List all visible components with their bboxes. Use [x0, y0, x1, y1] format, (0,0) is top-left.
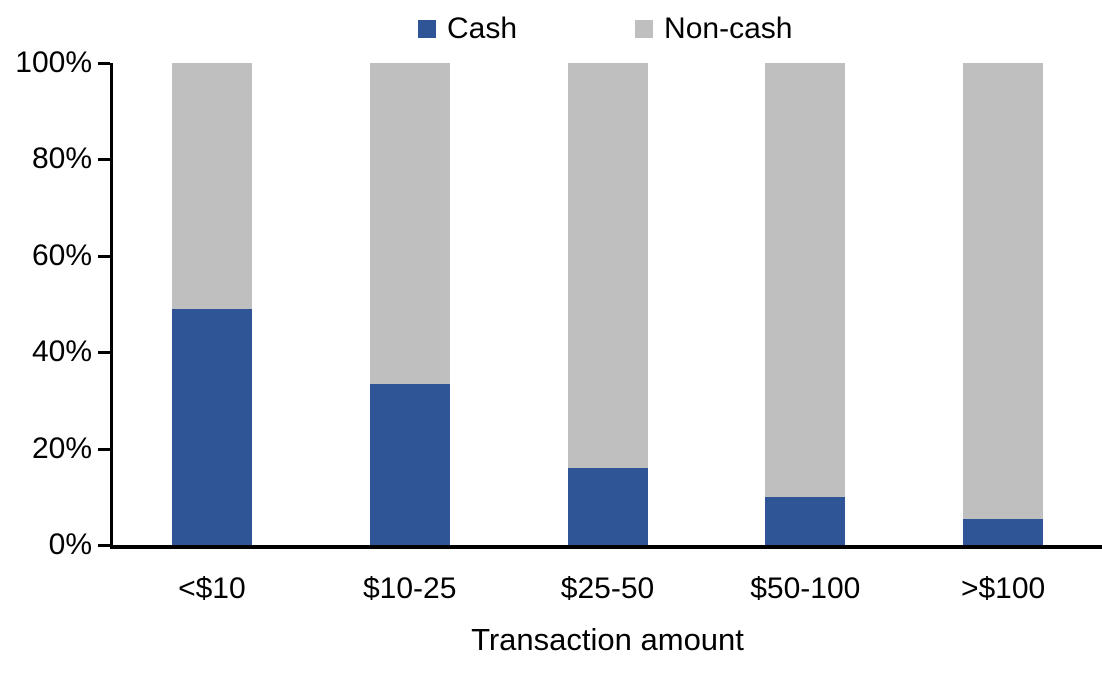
- cash-swatch-icon: [418, 20, 436, 38]
- y-axis-label: 60%: [31, 238, 92, 272]
- bar-segment-non-cash: [369, 63, 450, 384]
- x-axis-label: $25-50: [560, 572, 655, 605]
- bar-segment-non-cash: [567, 63, 648, 468]
- x-axis-label: $10-25: [362, 572, 457, 605]
- y-axis-label: 80%: [31, 142, 92, 176]
- y-axis-tick: [98, 158, 110, 162]
- legend-item-non-cash: Non-cash: [635, 12, 792, 46]
- bar-segment-cash: [369, 383, 450, 545]
- plot-area: [110, 63, 1102, 549]
- x-axis-label: >$100: [960, 572, 1046, 605]
- bar-group-100: [963, 63, 1044, 545]
- legend-item-cash: Cash: [418, 12, 517, 46]
- y-axis-label: 20%: [31, 431, 92, 465]
- y-axis-tick: [98, 62, 110, 65]
- bar-segment-cash: [567, 467, 648, 545]
- bar-segment-cash: [963, 518, 1044, 545]
- x-axis-label: $50-100: [750, 572, 861, 605]
- bar-group-10: [171, 63, 252, 545]
- legend-label-cash: Cash: [447, 12, 518, 45]
- y-axis-label: 100%: [15, 46, 92, 79]
- legend-label-non-cash: Non-cash: [664, 12, 793, 45]
- bar-group-10-25: [369, 63, 450, 545]
- legend: Cash Non-cash: [418, 12, 792, 46]
- bar-group-25-50: [567, 63, 648, 545]
- bar-segment-non-cash: [765, 63, 846, 497]
- y-axis-label: 40%: [31, 335, 92, 369]
- y-axis-tick: [98, 351, 110, 355]
- bar-group-50-100: [765, 63, 846, 545]
- non-cash-swatch-icon: [635, 20, 654, 38]
- bar-segment-cash: [765, 496, 846, 545]
- y-axis-tick: [98, 544, 110, 547]
- y-axis-tick: [98, 447, 110, 451]
- y-axis-label: 0%: [48, 528, 92, 561]
- x-axis-title: Transaction amount: [471, 622, 744, 657]
- bar-segment-cash: [171, 308, 252, 545]
- x-axis-label: <$10: [178, 572, 246, 605]
- bar-segment-non-cash: [171, 63, 252, 309]
- y-axis-tick: [98, 254, 110, 258]
- bar-segment-non-cash: [963, 63, 1044, 519]
